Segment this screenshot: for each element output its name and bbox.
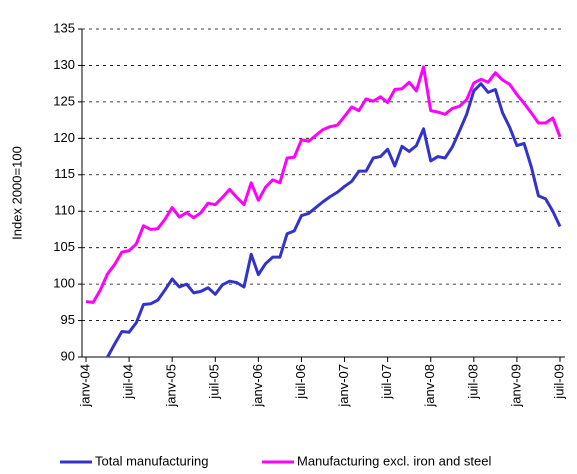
legend-label: Manufacturing excl. iron and steel <box>297 453 491 468</box>
x-tick-label: janv-05 <box>164 364 179 408</box>
y-tick-label: 135 <box>53 20 75 35</box>
x-tick-label: janv-09 <box>508 364 523 408</box>
x-tick-label: juil-04 <box>121 364 136 400</box>
y-tick-label: 130 <box>53 57 75 72</box>
x-tick-label: janv-06 <box>250 364 265 408</box>
y-tick-label: 115 <box>54 166 75 181</box>
x-tick-label: juil-08 <box>465 364 480 400</box>
x-tick-label: janv-04 <box>77 364 92 408</box>
x-tick-label: juil-09 <box>551 364 566 400</box>
x-tick-label: juil-07 <box>379 364 394 400</box>
x-tick-label: janv-07 <box>336 364 351 408</box>
plot-area <box>85 65 562 357</box>
line-series <box>105 82 562 357</box>
y-axis-label: Index 2000=100 <box>9 146 24 240</box>
y-tick-label: 95 <box>61 312 75 327</box>
y-tick-label: 120 <box>53 130 75 145</box>
legend-label: Total manufacturing <box>95 453 208 468</box>
y-tick-label: 90 <box>61 348 75 363</box>
y-tick-label: 125 <box>53 93 75 108</box>
y-tick-label: 110 <box>54 203 75 218</box>
x-tick-label: juil-06 <box>293 364 308 400</box>
x-tick-label: janv-08 <box>422 364 437 408</box>
y-tick-label: 105 <box>53 239 75 254</box>
x-tick-label: juil-05 <box>207 364 222 400</box>
y-tick-label: 100 <box>53 276 75 291</box>
line-series <box>85 65 562 304</box>
